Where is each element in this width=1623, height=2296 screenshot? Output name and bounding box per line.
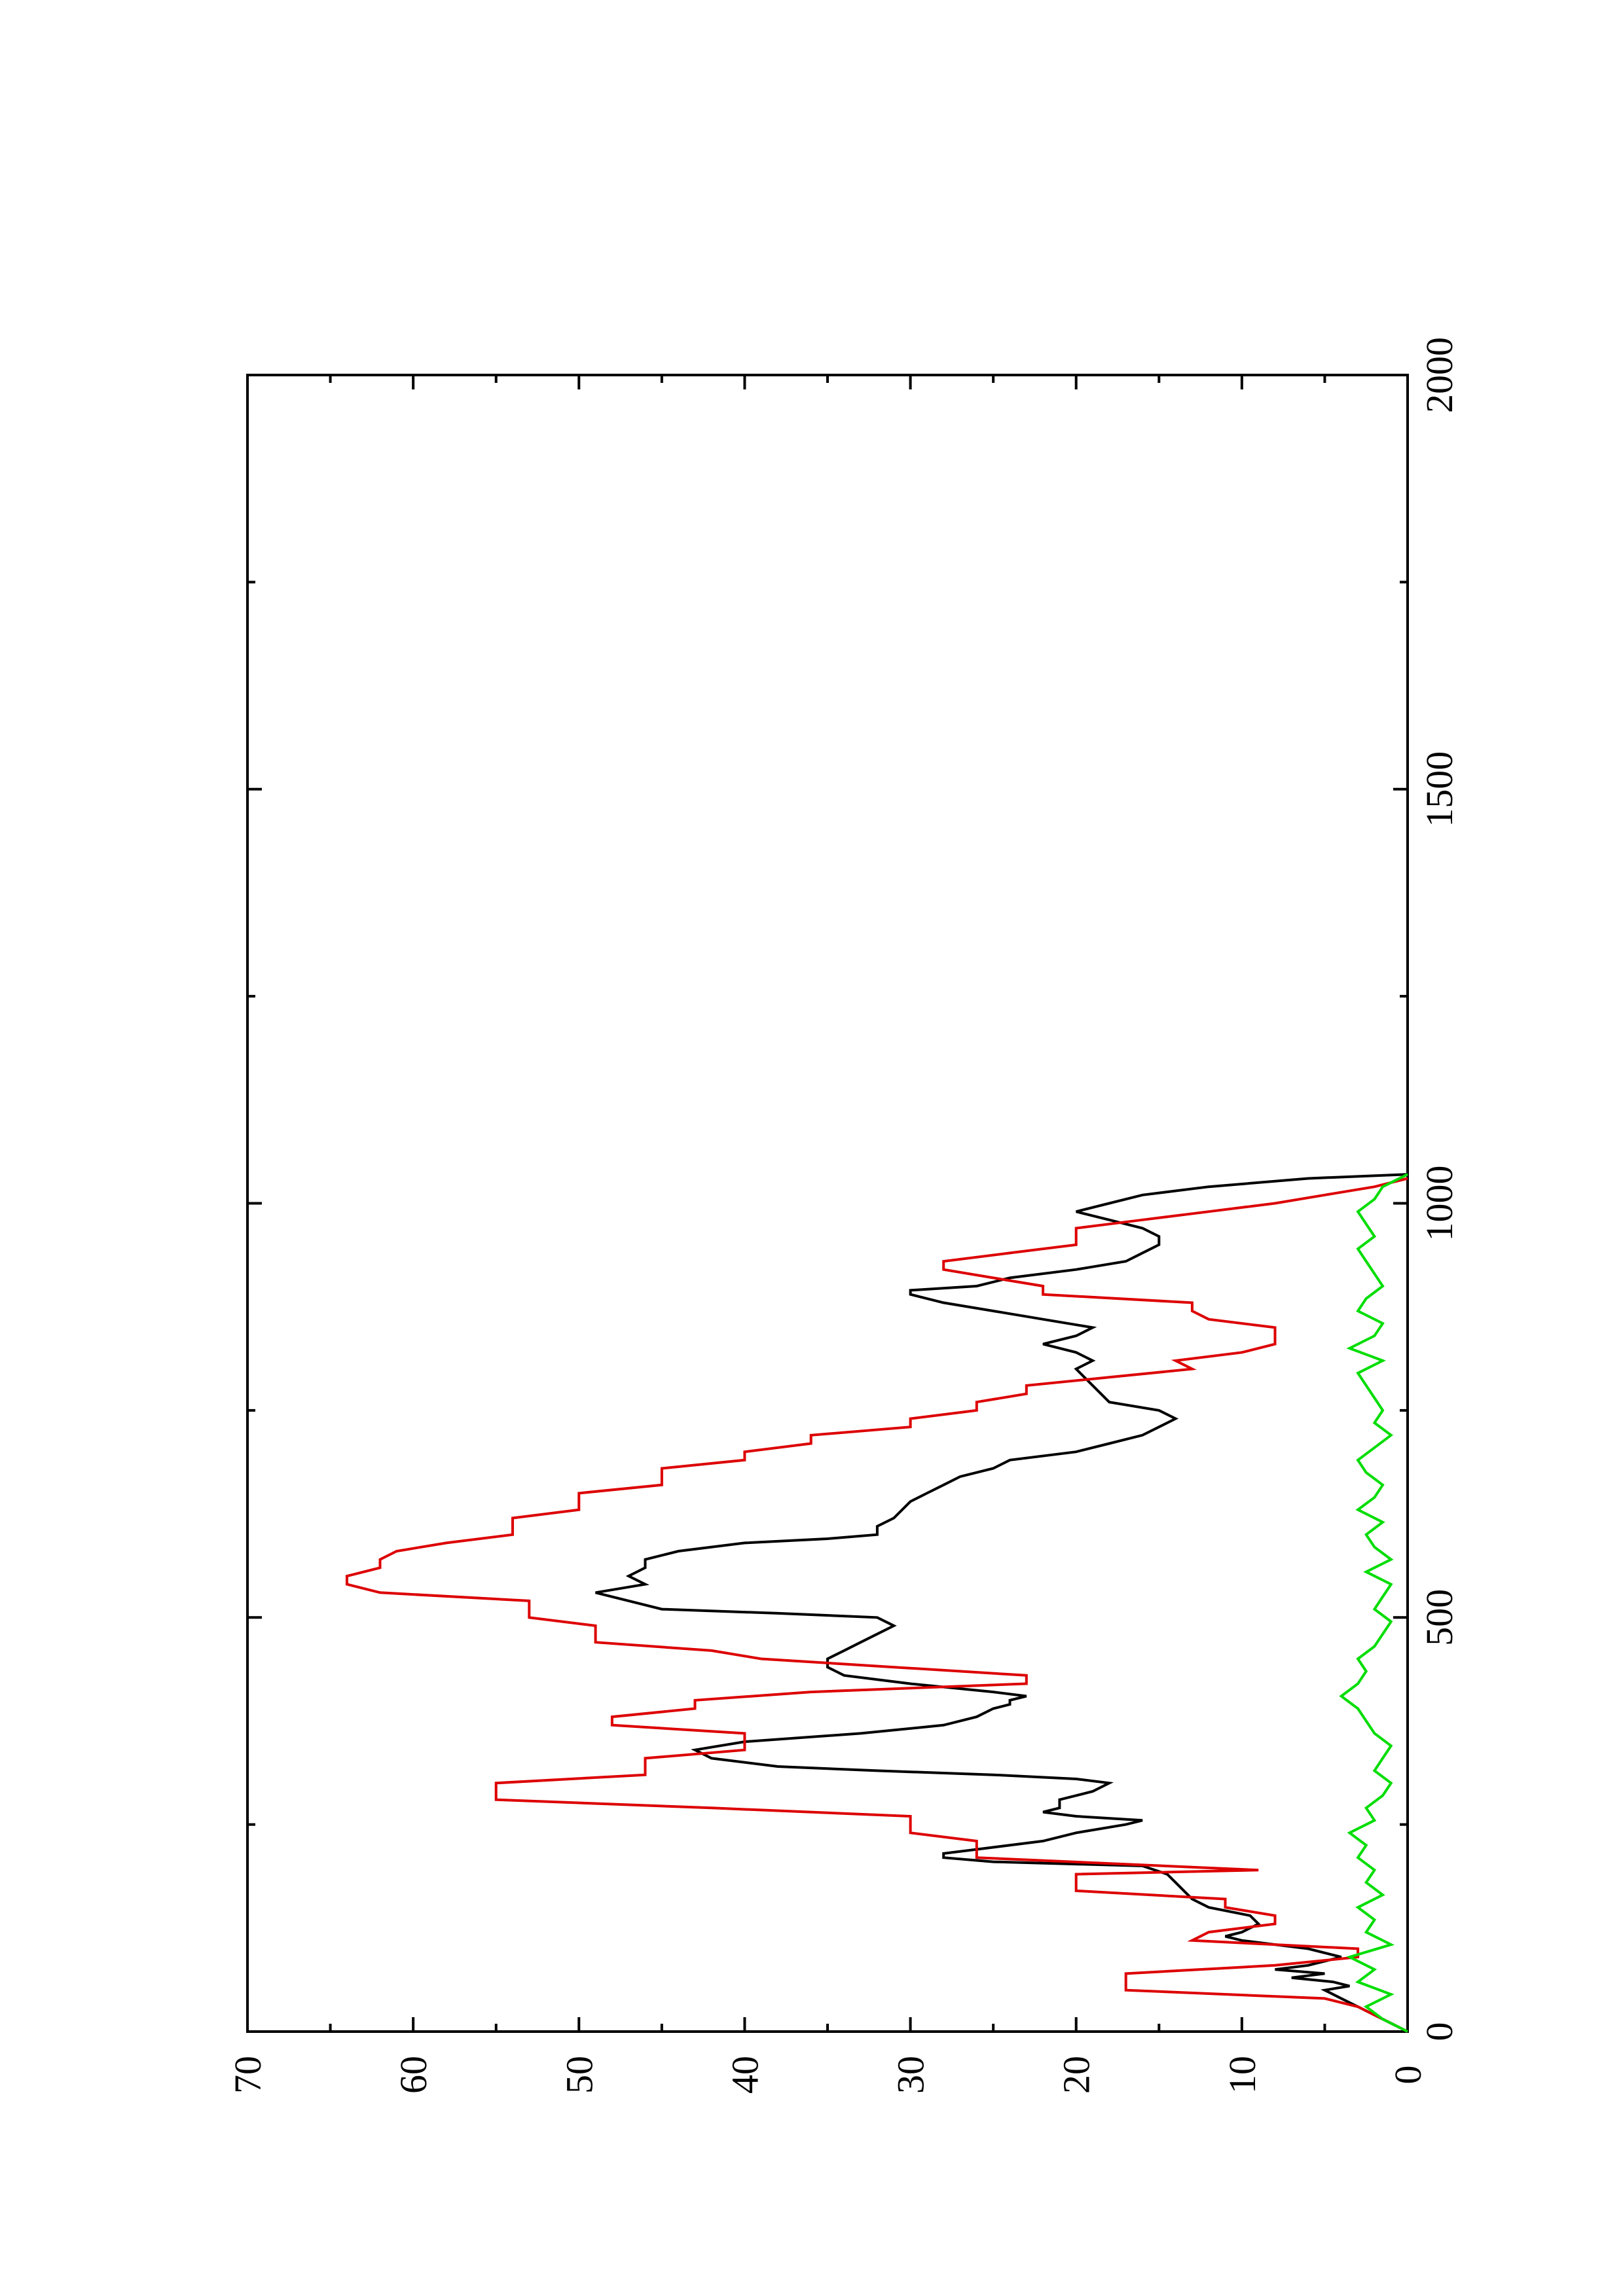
tick-marks [246,374,1409,2033]
y-tick-label: 70 [227,2056,269,2094]
x-tick-label: 1500 [1418,751,1461,827]
green-series-line [1339,1173,1408,2033]
y-tick-label: 20 [1055,2056,1098,2094]
y-tick-label: 0 [1387,2066,1429,2085]
y-tick-labels: 0 10 20 30 40 50 60 70 [227,2056,1429,2094]
x-tick-label: 500 [1418,1589,1461,1646]
plot-frame [246,374,1409,2033]
x-tick-label: 1000 [1418,1166,1461,1242]
y-tick-label: 10 [1221,2056,1264,2094]
y-tick-label: 30 [890,2056,932,2094]
x-tick-labels: 0 500 1000 1500 2000 [1418,337,1461,2041]
y-tick-label: 60 [392,2056,435,2094]
x-tick-label: 0 [1418,2022,1461,2041]
x-tick-label: 2000 [1418,337,1461,413]
black-series-line [595,1173,1408,2033]
red-series-line [345,1177,1408,2033]
y-tick-label: 50 [558,2056,600,2094]
y-tick-label: 40 [723,2056,766,2094]
data-series [345,1173,1408,2033]
